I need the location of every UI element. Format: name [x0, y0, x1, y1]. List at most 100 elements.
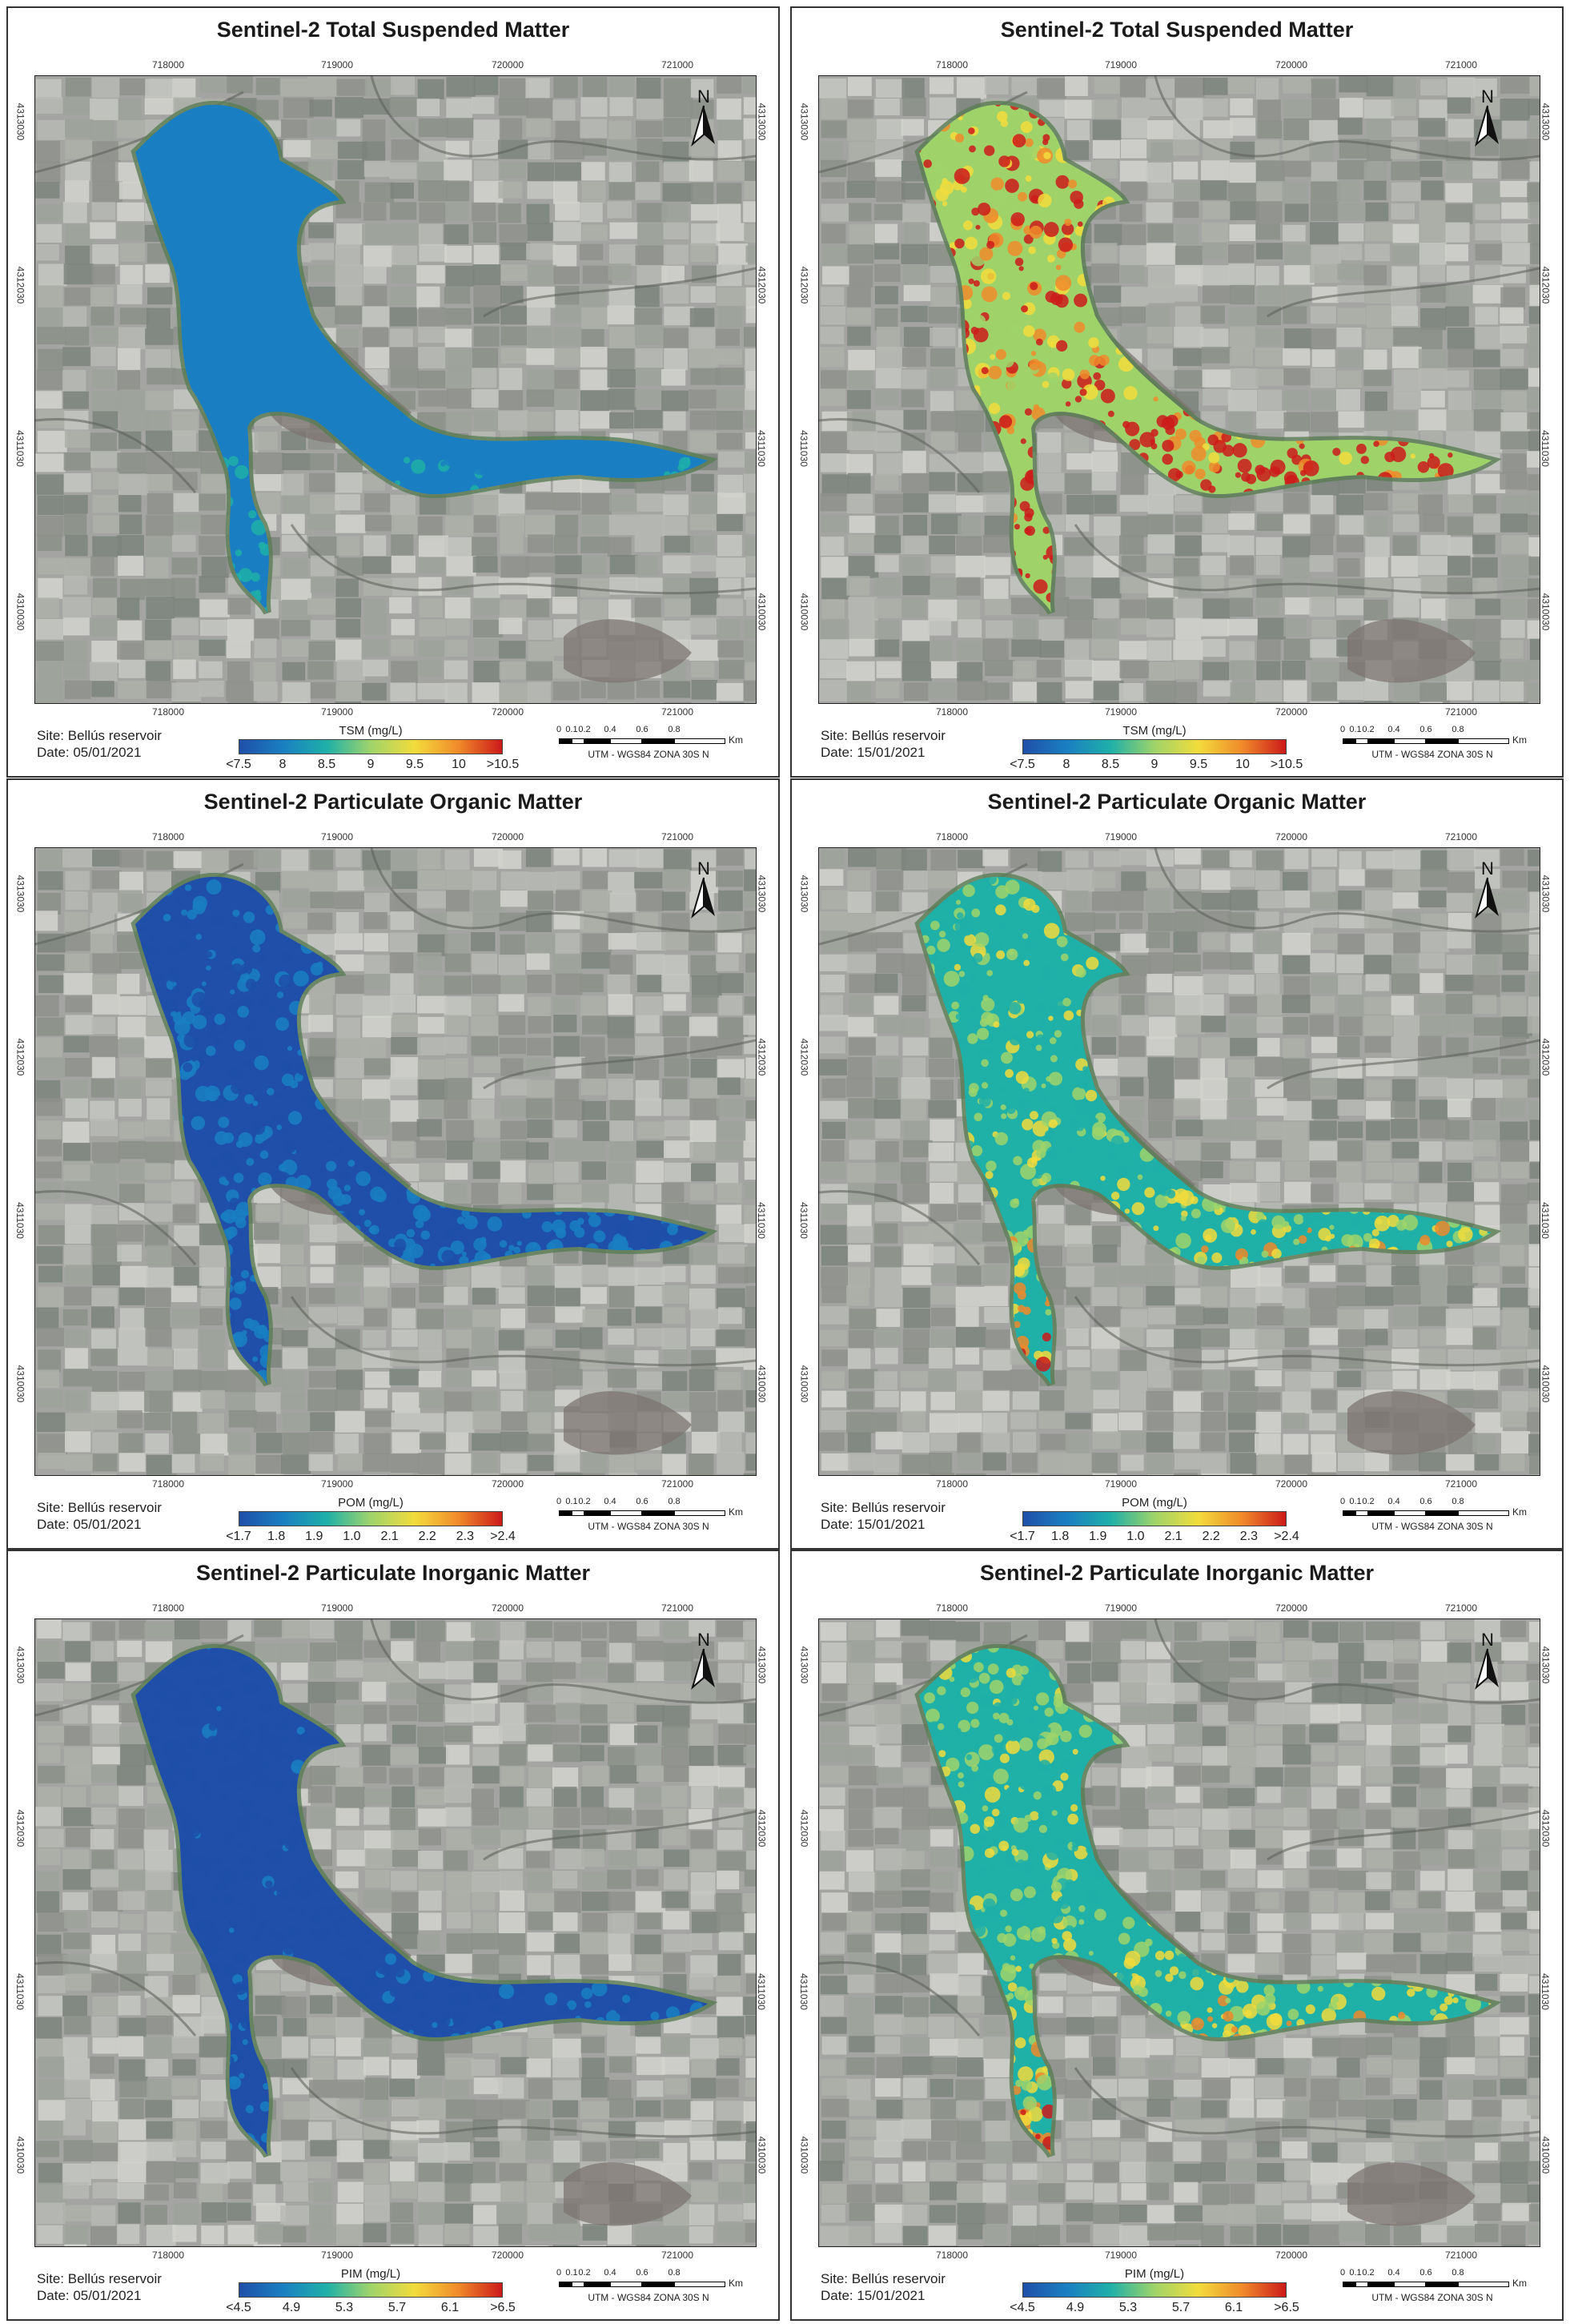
projection-label: UTM - WGS84 ZONA 30S N	[1371, 1521, 1493, 1532]
scale-label: 0	[556, 1497, 562, 1506]
northing-tick: 4313030	[1540, 875, 1552, 913]
satellite-map	[818, 847, 1540, 1476]
legend-tick-label: 1.8	[1051, 1530, 1070, 1543]
easting-tick: 719000	[320, 2250, 354, 2261]
scale-segment	[1394, 2282, 1426, 2287]
scale-label: 0.1	[565, 725, 578, 734]
scale-label: 0.4	[604, 1497, 616, 1506]
easting-tick: 721000	[1444, 2250, 1478, 2261]
scale-label: 0	[1339, 1497, 1346, 1506]
easting-tick: 719000	[1104, 1478, 1138, 1490]
northing-tick: 4310030	[756, 1365, 768, 1403]
site-name: Site: Bellús reservoir	[821, 728, 946, 743]
legend-tick-label: 9	[1150, 758, 1158, 771]
panel-title: Sentinel-2 Particulate Inorganic Matter	[979, 1561, 1375, 1585]
image-date: Date: 05/01/2021	[37, 2288, 142, 2303]
satellite-map	[34, 847, 757, 1476]
easting-tick: 718000	[151, 59, 185, 70]
scale-label: 0.6	[1419, 1497, 1432, 1506]
easting-tick: 720000	[1275, 831, 1308, 842]
north-arrow-icon: N	[685, 858, 723, 919]
legend-tick-label: 4.9	[282, 2301, 301, 2314]
northing-tick: 4310030	[14, 2136, 26, 2174]
north-label: N	[697, 858, 710, 879]
scale-segment	[1343, 1510, 1355, 1516]
map-panel: Sentinel-2 Particulate Organic Matter 718…	[790, 778, 1564, 1550]
site-info: Site: Bellús reservoir Date: 05/01/2021	[37, 2270, 162, 2304]
scale-segment	[1458, 1510, 1509, 1516]
easting-tick: 721000	[661, 1478, 694, 1490]
legend-tick-label: >6.5	[1274, 2301, 1299, 2314]
scale-segment	[1426, 2282, 1458, 2287]
northing-tick: 4313030	[798, 103, 810, 141]
easting-tick: 718000	[935, 2250, 969, 2261]
legend-tick-label: <7.5	[226, 758, 251, 771]
northing-tick: 4312030	[756, 266, 768, 304]
scale-bar: 0 0.1 0.2 0.4 0.6 0.8 Km UTM - WGS84 ZONA 30S N	[1336, 2268, 1544, 2316]
easting-tick: 721000	[1444, 706, 1478, 718]
site-info: Site: Bellús reservoir Date: 15/01/2021	[821, 1499, 946, 1533]
easting-tick: 718000	[151, 831, 185, 842]
scale-bar: 0 0.1 0.2 0.4 0.6 0.8 Km UTM - WGS84 ZONA 30S N	[552, 2268, 761, 2316]
scale-bar: 0 0.1 0.2 0.4 0.6 0.8 Km UTM - WGS84 ZONA 30S N	[1336, 1497, 1544, 1545]
scale-label: 0.8	[668, 725, 681, 734]
scale-label: 0.8	[668, 2268, 681, 2278]
color-ramp	[239, 1511, 503, 1526]
northing-tick: 4313030	[14, 875, 26, 913]
legend-title: TSM (mg/L)	[1122, 724, 1187, 738]
easting-tick: 718000	[151, 1478, 185, 1490]
map-panel: Sentinel-2 Particulate Organic Matter 718…	[6, 778, 780, 1550]
color-ramp	[1022, 2282, 1287, 2298]
northing-tick: 4313030	[1540, 103, 1552, 141]
scale-label: 0.1	[565, 2268, 578, 2278]
scale-bar: 0 0.1 0.2 0.4 0.6 0.8 Km UTM - WGS84 ZONA 30S N	[552, 725, 761, 773]
image-date: Date: 15/01/2021	[821, 2288, 926, 2303]
legend-tick-label: 8	[1062, 758, 1070, 771]
scale-label: 0.1	[1349, 725, 1362, 734]
northing-tick: 4311030	[755, 1202, 767, 1239]
easting-tick: 718000	[151, 1602, 185, 1614]
site-info: Site: Bellús reservoir Date: 05/01/2021	[37, 727, 162, 761]
legend-tick-label: 2.1	[1164, 1530, 1183, 1543]
north-arrow-icon: N	[1468, 858, 1507, 919]
panel-title: Sentinel-2 Total Suspended Matter	[1000, 18, 1354, 42]
easting-tick: 719000	[320, 59, 354, 70]
scale-label: 0.6	[636, 2268, 648, 2278]
easting-tick: 720000	[491, 831, 524, 842]
scale-label: 0.4	[1387, 1497, 1400, 1506]
northing-tick: 4311030	[14, 1202, 26, 1239]
panel-title: Sentinel-2 Total Suspended Matter	[216, 18, 570, 42]
easting-tick: 718000	[935, 706, 969, 718]
northing-tick: 4310030	[1540, 2136, 1552, 2174]
panel-title: Sentinel-2 Particulate Organic Matter	[203, 790, 583, 814]
legend-tick-label: <4.5	[1010, 2301, 1035, 2314]
scale-unit: Km	[1512, 1506, 1527, 1518]
scale-segment	[610, 2282, 642, 2287]
north-label: N	[1481, 858, 1494, 879]
scale-segment	[674, 1510, 725, 1516]
scale-segment	[1426, 1510, 1458, 1516]
northing-tick: 4310030	[1540, 1365, 1552, 1403]
scale-segment	[642, 1510, 674, 1516]
map-svg	[819, 1619, 1540, 2246]
easting-tick: 719000	[1104, 831, 1138, 842]
legend-tick-label: 2.3	[456, 1530, 474, 1543]
easting-tick: 721000	[661, 706, 694, 718]
easting-tick: 720000	[491, 706, 524, 718]
northing-tick: 4311030	[14, 430, 26, 467]
projection-label: UTM - WGS84 ZONA 30S N	[588, 1521, 709, 1532]
legend-tick-label: 1.8	[267, 1530, 286, 1543]
scale-segment	[1368, 2282, 1394, 2287]
northing-tick: 4310030	[14, 593, 26, 631]
scale-bar: 0 0.1 0.2 0.4 0.6 0.8 Km UTM - WGS84 ZONA 30S N	[552, 1497, 761, 1545]
site-info: Site: Bellús reservoir Date: 15/01/2021	[821, 727, 946, 761]
legend-tick-label: 2.2	[1202, 1530, 1220, 1543]
northing-tick: 4312030	[798, 266, 810, 304]
northing-tick: 4313030	[14, 1646, 26, 1684]
site-info: Site: Bellús reservoir Date: 05/01/2021	[37, 1499, 162, 1533]
scale-segment	[1355, 738, 1368, 744]
scale-segment	[610, 738, 642, 744]
northing-tick: 4313030	[1540, 1646, 1552, 1684]
legend-tick-label: >2.4	[1274, 1530, 1299, 1543]
satellite-map	[34, 75, 757, 704]
